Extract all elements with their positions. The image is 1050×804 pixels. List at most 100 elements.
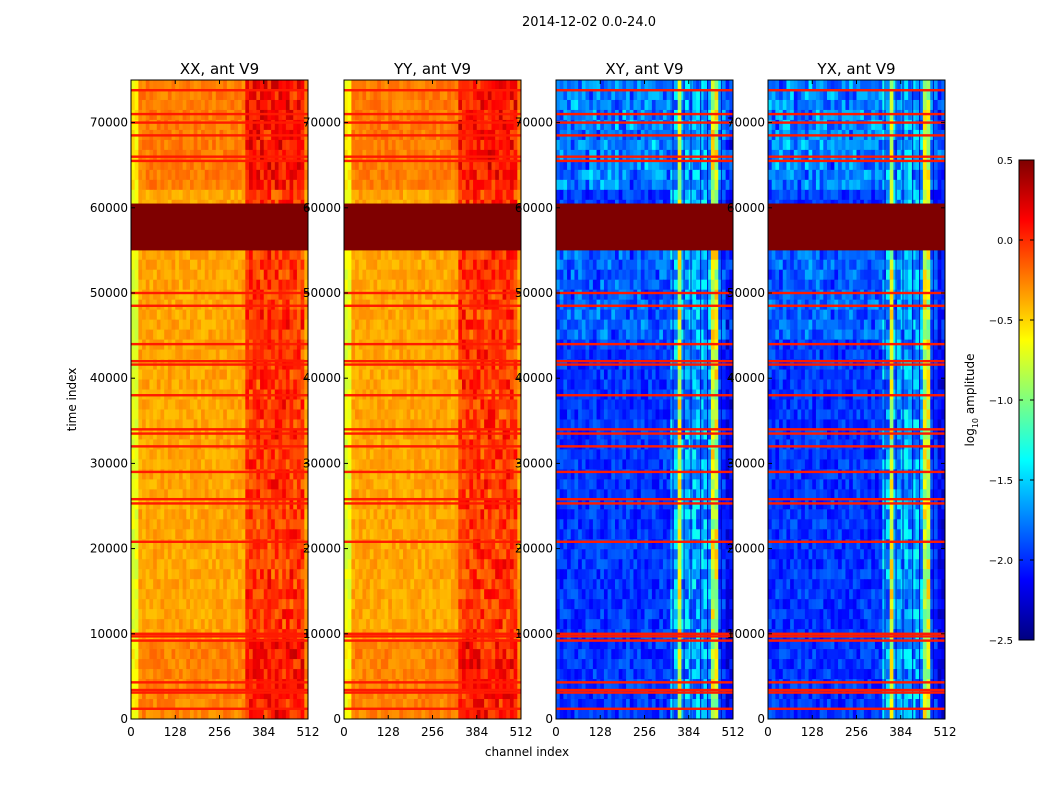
heatmap-cell [153,519,157,530]
heatmap-cell [138,310,142,321]
heatmap-cell [480,320,484,331]
heatmap-cell [469,80,473,91]
heatmap-cell [275,270,279,281]
heatmap-cell [253,190,257,201]
heatmap-cell [201,559,205,570]
heatmap-cell [499,380,503,391]
heatmap-cell [293,170,297,181]
heatmap-cell [362,400,366,411]
heatmap-cell [208,559,212,570]
heatmap-cell [249,669,253,680]
heatmap-cell [355,400,359,411]
heatmap-cell [201,190,205,201]
heatmap-cell [451,439,455,450]
heatmap-cell [153,350,157,361]
heatmap-cell [440,310,444,321]
heatmap-cell [492,170,496,181]
heatmap-cell [231,330,235,341]
heatmap-cell [407,449,411,460]
heatmap-cell [455,260,459,271]
heatmap-cell [142,659,146,670]
rfi-row [131,360,308,362]
heatmap-cell [370,190,374,201]
heatmap-cell [205,619,209,630]
heatmap-cell [260,669,264,680]
heatmap-cell [484,180,488,191]
heatmap-cell [253,140,257,151]
heatmap-cell [197,479,201,490]
heatmap-cell [264,669,268,680]
heatmap-cell [458,310,462,321]
heatmap-cell [275,669,279,680]
heatmap-cell [447,370,451,381]
heatmap-cell [480,170,484,181]
heatmap-cell [429,170,433,181]
heatmap-cell [286,479,290,490]
heatmap-cell [146,659,150,670]
heatmap-cell [444,250,448,261]
heatmap-cell [385,350,389,361]
heatmap-cell [223,330,227,341]
heatmap-cell [194,100,198,111]
heatmap-cell [249,439,253,450]
heatmap-cell [179,270,183,281]
heatmap-cell [227,519,231,530]
heatmap-cell [164,579,168,590]
heatmap-cell [275,439,279,450]
heatmap-cell [135,709,139,720]
heatmap-cell [157,529,161,540]
heatmap-cell [238,479,242,490]
heatmap-cell [407,80,411,91]
heatmap-cell [348,150,352,161]
heatmap-cell [183,579,187,590]
heatmap-cell [403,100,407,111]
heatmap-cell [146,449,150,460]
heatmap-cell [172,439,176,450]
heatmap-cell [503,449,507,460]
heatmap-cell [205,310,209,321]
heatmap-cell [293,290,297,301]
heatmap-cell [301,589,305,600]
heatmap-cell [264,80,268,91]
heatmap-cell [260,330,264,341]
heatmap-cell [510,290,514,301]
heatmap-cell [161,589,165,600]
heatmap-cell [212,519,216,530]
heatmap-cell [458,409,462,420]
heatmap-cell [279,100,283,111]
heatmap-cell [348,170,352,181]
heatmap-cell [245,180,249,191]
heatmap-cell [172,370,176,381]
heatmap-cell [267,659,271,670]
heatmap-cell [492,140,496,151]
heatmap-cell [458,320,462,331]
heatmap-cell [293,350,297,361]
heatmap-cell [366,100,370,111]
heatmap-cell [253,250,257,261]
heatmap-cell [392,320,396,331]
heatmap-cell [477,400,481,411]
heatmap-cell [436,170,440,181]
heatmap-cell [208,190,212,201]
heatmap-cell [286,709,290,720]
heatmap-cell [245,370,249,381]
heatmap-cell [260,260,264,271]
heatmap-cell [220,479,224,490]
heatmap-cell [381,140,385,151]
heatmap-cell [161,350,165,361]
heatmap-cell [149,100,153,111]
heatmap-cell [197,649,201,660]
heatmap-cell [242,439,246,450]
heatmap-cell [440,409,444,420]
heatmap-cell [234,589,238,600]
heatmap-cell [256,509,260,520]
heatmap-cell [455,270,459,281]
heatmap-cell [362,140,366,151]
heatmap-cell [179,100,183,111]
heatmap-cell [396,280,400,291]
heatmap-cell [495,170,499,181]
heatmap-cell [253,609,257,620]
heatmap-cell [290,190,294,201]
heatmap-cell [220,579,224,590]
heatmap-cell [149,260,153,271]
